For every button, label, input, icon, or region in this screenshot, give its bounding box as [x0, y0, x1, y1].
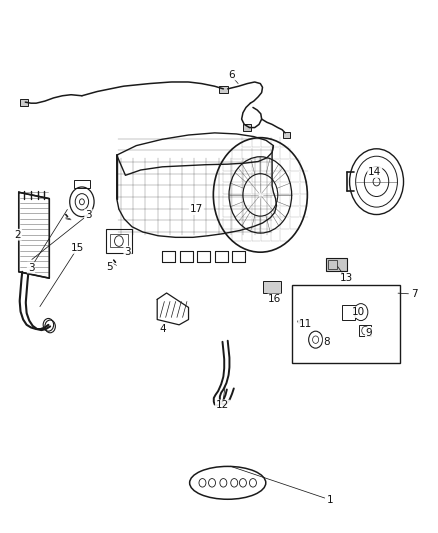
Text: 3: 3 [85, 209, 92, 220]
Bar [243, 124, 251, 131]
Text: 6: 6 [229, 70, 235, 79]
Bar [219, 86, 228, 93]
Bar [325, 258, 346, 271]
Text: 15: 15 [71, 243, 84, 253]
Text: 7: 7 [411, 289, 417, 299]
Bar [359, 325, 371, 336]
Text: 14: 14 [368, 167, 381, 177]
Text: 3: 3 [28, 263, 34, 272]
Bar [74, 180, 90, 188]
Bar [20, 99, 28, 107]
Text: 17: 17 [190, 204, 203, 214]
Text: 8: 8 [324, 337, 330, 347]
Text: 10: 10 [352, 307, 365, 317]
Bar [106, 229, 132, 253]
Text: 13: 13 [339, 273, 353, 283]
Text: 1: 1 [327, 495, 333, 505]
Text: 5: 5 [106, 262, 113, 271]
Text: 3: 3 [124, 247, 131, 257]
Text: 2: 2 [14, 230, 21, 240]
Text: 4: 4 [159, 324, 166, 334]
Bar [263, 281, 281, 293]
Text: 12: 12 [216, 400, 229, 410]
Text: 9: 9 [366, 328, 372, 338]
Bar [283, 132, 290, 138]
Bar [110, 233, 127, 247]
Bar [342, 305, 355, 319]
Bar [328, 260, 337, 269]
Text: 16: 16 [268, 294, 281, 304]
Text: 11: 11 [299, 319, 312, 329]
Bar [292, 285, 400, 363]
